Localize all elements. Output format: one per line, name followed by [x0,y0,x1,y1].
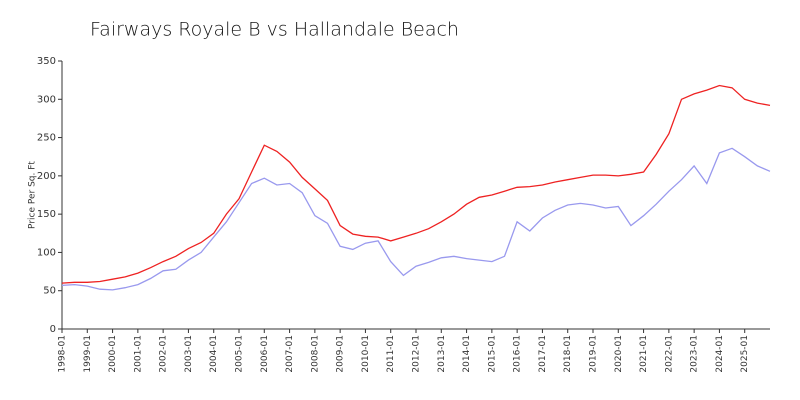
x-tick-label: 2019-01 [589,335,599,373]
x-tick-label: 2005-01 [235,335,245,373]
x-tick-label: 2011-01 [386,335,396,373]
x-tick-label: 2014-01 [462,335,472,373]
x-tick-label: 2000-01 [108,335,118,373]
x-tick-label: 1998-01 [58,335,68,373]
x-tick-label: 2003-01 [184,335,194,373]
series-line [61,147,771,291]
x-tick-label: 2001-01 [133,335,143,373]
x-tick-label: 2010-01 [361,335,371,373]
x-tick-label: 2022-01 [664,335,674,373]
x-tick-label: 2007-01 [285,335,295,373]
x-tick-label: 2012-01 [412,335,422,373]
x-tick-label: 2004-01 [209,335,219,373]
x-tick-label: 2002-01 [159,335,169,373]
x-tick-label: 2015-01 [487,335,497,373]
x-tick-label: 2008-01 [310,335,320,373]
y-axis-label: Price Per Sq. Ft [28,161,38,229]
y-tick-label: 100 [37,247,56,258]
y-tick-label: 50 [43,286,56,297]
y-tick-label: 200 [37,171,56,182]
x-tick-label: 2013-01 [437,335,447,373]
x-tick-label: 2009-01 [336,335,346,373]
x-tick-label: 2016-01 [513,335,523,373]
y-tick-label: 250 [37,133,56,144]
x-tick-label: 2018-01 [563,335,573,373]
y-tick-label: 0 [50,324,56,335]
x-tick-label: 1999-01 [83,335,93,373]
y-tick-label: 150 [37,209,56,220]
x-tick-label: 2024-01 [715,335,725,373]
y-tick-label: 350 [37,56,56,67]
x-tick-label: 2021-01 [639,335,649,373]
x-tick-label: 2017-01 [538,335,548,373]
x-tick-label: 2023-01 [690,335,700,373]
x-tick-label: 2025-01 [740,335,750,373]
x-tick-label: 2020-01 [614,335,624,373]
chart-title: Fairways Royale B vs Hallandale Beach [90,19,459,41]
series-line [61,84,771,284]
x-tick-label: 2006-01 [260,335,270,373]
y-tick-label: 300 [37,94,56,105]
